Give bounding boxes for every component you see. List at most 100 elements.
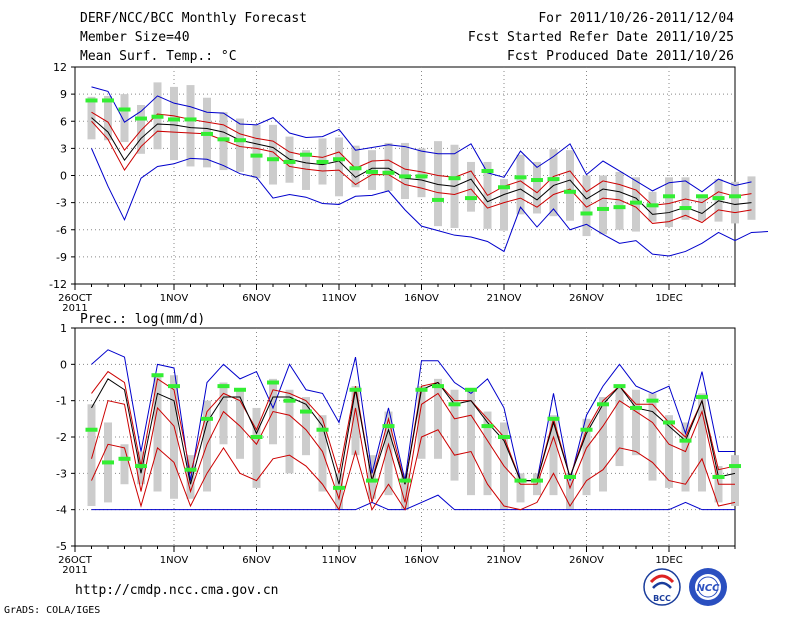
temp-median-marker	[366, 169, 378, 174]
precip-median-marker	[729, 464, 741, 469]
temp-ytick-label: 0	[60, 170, 67, 183]
temp-median-marker	[712, 196, 725, 201]
temp-ensemble-box	[549, 149, 558, 217]
forecast-start-label: Fcst Started Refer Date 2011/10/25	[467, 30, 734, 45]
temp-ytick-label: -3	[56, 197, 67, 210]
precip-median-marker	[168, 384, 180, 389]
precip-median-marker	[201, 416, 213, 421]
temp-ytick-label: 3	[60, 142, 67, 155]
precip-median-marker	[118, 456, 131, 461]
ncc-logo: NCC	[689, 568, 727, 606]
precip-median-marker	[531, 478, 543, 483]
temp-ensemble-box	[384, 142, 393, 191]
precip-ensemble-box	[582, 418, 591, 496]
precip-median-marker	[151, 373, 164, 378]
precip-ensemble-box	[516, 473, 525, 503]
temp-ensemble-box	[599, 175, 607, 235]
precip-median-marker	[300, 409, 312, 414]
precip-ensemble-box	[632, 389, 640, 456]
logos: BCC NCC	[643, 568, 727, 606]
bcc-logo: BCC	[643, 568, 681, 606]
precip-xtick-label: 26OCT	[58, 555, 93, 566]
temp-ensemble-box	[665, 177, 673, 228]
precip-ensemble-box	[285, 389, 294, 474]
precip-ensemble-box	[665, 415, 673, 488]
source-url[interactable]: http://cmdp.ncc.cma.gov.cn	[75, 583, 279, 598]
precip-median-marker	[333, 485, 345, 490]
precip-ytick-label: 1	[60, 322, 67, 335]
precip-ensemble-box	[236, 389, 244, 459]
temp-ytick-label: 9	[60, 88, 67, 101]
temp-ensemble-box	[582, 175, 591, 237]
temp-median-marker	[102, 98, 114, 103]
temp-median-marker	[399, 174, 411, 179]
temp-median-marker	[201, 131, 213, 136]
precip-median-marker	[366, 478, 378, 483]
precip-median-marker	[415, 387, 428, 392]
precip-ensemble-box	[351, 386, 360, 456]
temp-ensemble-box	[698, 194, 706, 221]
precip-ensemble-box	[384, 411, 393, 496]
precip-median-marker	[465, 387, 477, 392]
precip-ensemble-box	[335, 473, 343, 510]
precip-median-marker	[217, 384, 230, 389]
temp-median-marker	[531, 178, 543, 183]
temp-ensemble-box	[467, 161, 475, 212]
precip-ensemble-box	[731, 455, 739, 507]
temp-median-marker	[135, 116, 147, 121]
precip-ensemble-box	[698, 393, 706, 492]
variable-label: Mean Surf. Temp.: °C	[80, 49, 237, 64]
temp-median-marker	[168, 117, 180, 122]
temp-ensemble-box	[434, 141, 442, 227]
precip-xtick-label: 1NOV	[160, 555, 189, 566]
precip-ensemble-box	[599, 397, 607, 492]
precip-xtick-label: 11NOV	[322, 555, 357, 566]
temp-median-marker	[267, 157, 279, 162]
precip-median-marker	[547, 416, 560, 421]
precip-median-marker	[597, 402, 609, 407]
temp-median-marker	[415, 174, 428, 179]
temp-ytick-label: -9	[56, 251, 67, 264]
temp-xtick-label: 1NOV	[160, 293, 189, 304]
precip-ytick-label: -4	[56, 504, 67, 517]
precip-ensemble-box	[252, 407, 261, 488]
precip-ensemble-box	[203, 400, 211, 492]
bcc-logo-text: BCC	[653, 594, 671, 603]
temp-ensemble-box	[533, 161, 541, 214]
precip-median-marker	[630, 405, 642, 410]
precip-ensemble-box	[170, 375, 178, 499]
temp-median-marker	[663, 194, 675, 199]
precip-max-line	[91, 349, 735, 482]
precip-xtick-year: 2011	[62, 565, 87, 576]
temp-ensemble-box	[120, 94, 129, 143]
precip-ytick-label: -5	[56, 540, 67, 553]
precip-lower-percentile-line	[91, 392, 735, 503]
precip-ensemble-box	[467, 389, 475, 496]
precip-ensemble-box	[450, 389, 459, 481]
precip-median-marker	[267, 380, 279, 385]
temp-ensemble-box	[731, 181, 739, 224]
temp-ytick-label: -6	[56, 224, 67, 237]
temp-ensemble-box	[615, 171, 624, 230]
temp-median-marker	[696, 194, 708, 199]
temp-median-marker	[481, 168, 494, 173]
temp-median-marker	[729, 194, 741, 199]
precip-median-marker	[316, 427, 329, 432]
temp-xtick-label: 11NOV	[322, 293, 357, 304]
precip-median-marker	[663, 420, 675, 425]
temp-median-marker	[498, 185, 510, 190]
temp-median-marker	[85, 98, 98, 103]
temp-median-marker	[349, 166, 362, 171]
precip-median-marker	[679, 438, 692, 443]
temp-median-marker	[679, 206, 692, 211]
temp-ensemble-box	[747, 176, 756, 220]
precip-ytick-label: 0	[60, 358, 67, 371]
temp-median-marker	[217, 137, 230, 142]
precip-ytick-label: -2	[56, 431, 67, 444]
temp-ensemble-box	[566, 150, 574, 221]
temp-ensemble-box	[401, 142, 409, 200]
temp-median-marker	[333, 157, 345, 162]
precip-ensemble-box	[219, 382, 228, 445]
